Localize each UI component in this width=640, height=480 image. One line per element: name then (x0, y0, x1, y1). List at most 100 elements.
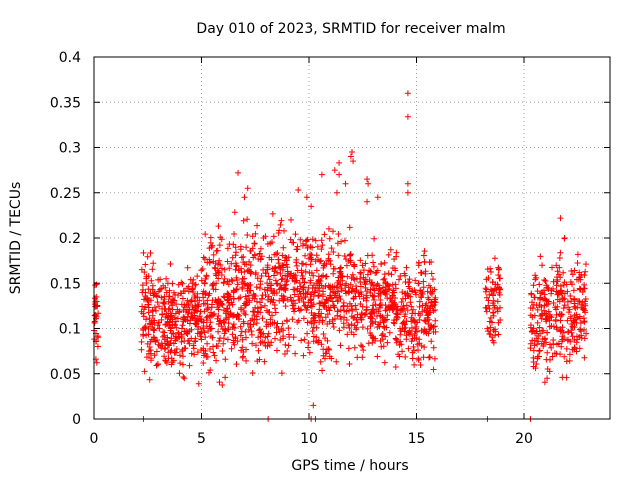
data-point (178, 290, 185, 297)
data-point (303, 237, 310, 244)
data-point (369, 292, 376, 299)
data-point (239, 275, 246, 282)
data-point (194, 349, 201, 356)
data-point (560, 269, 567, 276)
data-point (284, 348, 291, 355)
data-point (431, 355, 438, 362)
outlier-point (303, 194, 310, 201)
data-point (330, 248, 337, 255)
data-point (354, 354, 361, 361)
data-point (413, 291, 420, 298)
data-point (224, 278, 231, 285)
data-point (231, 209, 238, 216)
data-point (330, 302, 337, 309)
data-point (273, 347, 280, 354)
data-point (391, 299, 398, 306)
data-point (150, 260, 157, 267)
data-point (299, 284, 306, 291)
data-point (535, 338, 542, 345)
data-point (344, 273, 351, 280)
data-point (187, 314, 194, 321)
data-point (293, 246, 300, 253)
data-point (257, 309, 264, 316)
data-point (288, 270, 295, 277)
data-point (258, 295, 265, 302)
data-point (399, 348, 406, 355)
data-point (194, 273, 201, 280)
data-point (328, 295, 335, 302)
data-point (409, 288, 416, 295)
data-point (283, 261, 290, 268)
data-point (488, 288, 495, 295)
x-tick-label: 15 (408, 431, 426, 447)
data-point (536, 347, 543, 354)
data-point (410, 343, 417, 350)
data-point (296, 297, 303, 304)
data-point (234, 338, 241, 345)
data-point (190, 342, 197, 349)
data-point (315, 292, 322, 299)
data-point (487, 331, 494, 338)
data-point (568, 298, 575, 305)
data-point (533, 335, 540, 342)
data-point (252, 269, 259, 276)
data-point (547, 313, 554, 320)
data-point (578, 335, 585, 342)
data-point (280, 297, 287, 304)
data-point (211, 352, 218, 359)
data-point (527, 345, 534, 352)
data-point (299, 275, 306, 282)
data-point (264, 284, 271, 291)
data-point (222, 374, 229, 381)
data-point (492, 281, 499, 288)
data-point (207, 319, 214, 326)
data-point (272, 335, 279, 342)
data-point (485, 302, 492, 309)
data-point (413, 328, 420, 335)
data-point (202, 334, 209, 341)
data-point (557, 249, 564, 256)
data-point (531, 294, 538, 301)
outlier-point (308, 203, 315, 210)
data-point (200, 352, 207, 359)
data-point (329, 320, 336, 327)
data-point (284, 318, 291, 325)
data-point (544, 349, 551, 356)
data-point (220, 293, 227, 300)
data-point (283, 254, 290, 261)
data-point (534, 341, 541, 348)
data-point (91, 318, 98, 325)
data-point (392, 267, 399, 274)
data-point (215, 328, 222, 335)
data-point (292, 300, 299, 307)
data-point (231, 231, 238, 238)
data-point (351, 314, 358, 321)
data-point (550, 285, 557, 292)
data-point (403, 302, 410, 309)
data-point (281, 227, 288, 234)
data-point (431, 298, 438, 305)
data-point (317, 314, 324, 321)
data-point (211, 264, 218, 271)
data-point (172, 318, 179, 325)
data-point (428, 338, 435, 345)
data-point (305, 344, 312, 351)
data-point (546, 341, 553, 348)
data-point (350, 331, 357, 338)
data-point (374, 353, 381, 360)
data-point (224, 336, 231, 343)
data-point (253, 284, 260, 291)
data-point (280, 293, 287, 300)
data-point (213, 343, 220, 350)
data-point (228, 345, 235, 352)
data-point (302, 268, 309, 275)
data-point (327, 292, 334, 299)
data-point (239, 344, 246, 351)
data-point (541, 277, 548, 284)
data-point (178, 325, 185, 332)
data-point (307, 296, 314, 303)
data-point (239, 336, 246, 343)
data-point (243, 261, 250, 268)
data-point (94, 333, 101, 340)
data-point (161, 346, 168, 353)
